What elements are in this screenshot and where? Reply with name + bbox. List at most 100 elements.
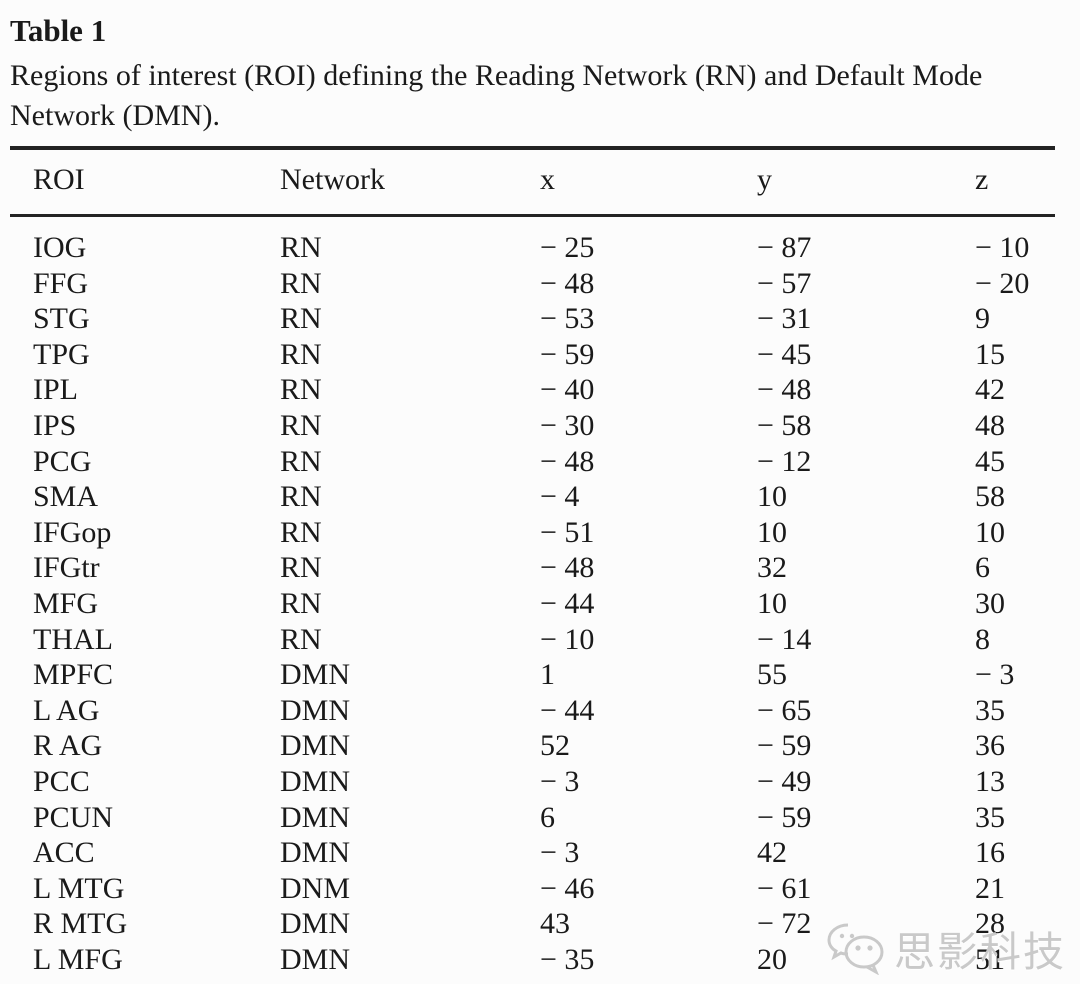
table-cell: DMN	[280, 836, 351, 870]
table-cell: − 4	[540, 480, 580, 514]
table-cell: − 40	[540, 373, 595, 407]
table-cell: IPS	[33, 408, 77, 442]
table-cell: 21	[975, 871, 1005, 905]
table-cell: RN	[280, 231, 322, 264]
column-header-y: y	[757, 163, 772, 196]
table-cell: ACC	[33, 836, 95, 870]
table-cell: 15	[975, 337, 1005, 371]
table-cell: − 30	[540, 408, 595, 442]
table-cell: L MFG	[33, 942, 123, 976]
table-cell: DNM	[280, 871, 351, 905]
table-cell: − 46	[540, 871, 595, 905]
table-cell: 13	[975, 764, 1005, 798]
table-row: THAL RN − 10 − 14 8	[10, 622, 1055, 658]
table-cell: − 20	[975, 266, 1030, 300]
table-cell: RN	[280, 480, 322, 514]
table-cell: STG	[33, 302, 90, 336]
table-cell: 35	[975, 800, 1005, 834]
table-cell: 6	[540, 800, 555, 834]
table-cell: 55	[757, 658, 787, 692]
table-cell: 43	[540, 907, 570, 941]
table-cell: RN	[280, 444, 322, 478]
table-cell: FFG	[33, 266, 89, 300]
table-cell: − 3	[540, 764, 580, 798]
table-cell: IFGtr	[33, 551, 100, 585]
table-row: R AG DMN 52 − 59 36	[10, 728, 1055, 764]
table-row: IOG RN − 25 − 87 − 10	[10, 216, 1055, 266]
table-cell: 35	[975, 693, 1005, 727]
table-cell: RN	[280, 266, 322, 300]
table-cell: MFG	[33, 586, 99, 620]
table-cell: − 3	[975, 658, 1015, 692]
header-row: ROI Network x y z	[10, 148, 1055, 216]
table-cell: TPG	[33, 337, 90, 371]
table-body: IOG RN − 25− 87− 10 FFG RN − 48− 57− 20 STG RN −…	[10, 216, 1055, 978]
table-cell: PCUN	[33, 800, 114, 834]
table-cell: − 44	[540, 586, 595, 620]
table-cell: 32	[757, 551, 787, 585]
table-cell: DMN	[280, 907, 351, 941]
table-cell: − 35	[540, 942, 595, 976]
table-row: L MTG DNM − 46 − 61 21	[10, 871, 1055, 907]
table-cell: 48	[975, 408, 1005, 442]
table-row: IFGop RN − 51 10 10	[10, 515, 1055, 551]
table-cell: RN	[280, 302, 322, 336]
table-cell: L AG	[33, 693, 100, 727]
table-cell: PCG	[33, 444, 92, 478]
column-header-x: x	[540, 163, 555, 196]
column-header-network: Network	[280, 163, 385, 196]
column-header-roi: ROI	[33, 163, 85, 196]
table-cell: 9	[975, 302, 990, 336]
table-cell: RN	[280, 622, 322, 656]
table-cell: IOG	[33, 231, 87, 264]
table-cell: 10	[975, 515, 1005, 549]
table-cell: 36	[975, 729, 1005, 763]
roi-table: ROI Network x y z IOG RN − 25 − 87 − 10 FFG RN…	[10, 146, 1055, 977]
table-cell: − 14	[757, 622, 812, 656]
table-cell: − 59	[540, 337, 595, 371]
table-cell: 16	[975, 836, 1005, 870]
table-cell: − 53	[540, 302, 595, 336]
table-cell: 52	[540, 729, 570, 763]
table-cell: 30	[975, 586, 1005, 620]
table-cell: − 12	[757, 444, 812, 478]
table-cell: IFGop	[33, 515, 112, 549]
table-cell: DMN	[280, 942, 351, 976]
table-row: FFG RN − 48 − 57 − 20	[10, 266, 1055, 302]
table-row: MFG RN − 44 10 30	[10, 586, 1055, 622]
column-header-z: z	[975, 163, 989, 196]
table-row: ACC DMN − 3 42 16	[10, 835, 1055, 871]
table-cell: − 49	[757, 764, 812, 798]
table-cell: 20	[757, 942, 787, 976]
table-cell: 42	[757, 836, 787, 870]
table-row: SMA RN − 4 10 58	[10, 479, 1055, 515]
table-cell: SMA	[33, 480, 99, 514]
table-cell: R MTG	[33, 907, 128, 941]
table-cell: RN	[280, 408, 322, 442]
table-cell: RN	[280, 515, 322, 549]
table-cell: 6	[975, 551, 990, 585]
table-row: TPG RN − 59 − 45 15	[10, 337, 1055, 373]
table-row: MPFC DMN 1 55 − 3	[10, 657, 1055, 693]
table-cell: − 51	[540, 515, 595, 549]
table-cell: − 3	[540, 836, 580, 870]
table-cell: − 57	[757, 266, 812, 300]
table-cell: RN	[280, 373, 322, 407]
table-cell: 58	[975, 480, 1005, 514]
table-row: IPL RN − 40 − 48 42	[10, 372, 1055, 408]
table-cell: − 48	[540, 551, 595, 585]
table-cell: − 44	[540, 693, 595, 727]
table-cell: DMN	[280, 729, 351, 763]
table-cell: − 48	[540, 444, 595, 478]
table-title: Table 1	[10, 13, 107, 48]
table-caption: Regions of interest (ROI) defining the R…	[10, 59, 983, 132]
table-cell: R AG	[33, 729, 103, 763]
table-cell: − 31	[757, 302, 812, 336]
table-cell: 42	[975, 373, 1005, 407]
table-cell: 10	[757, 586, 787, 620]
table-cell: RN	[280, 586, 322, 620]
table-cell: 45	[975, 444, 1005, 478]
table-cell: − 10	[975, 231, 1030, 264]
table-cell: − 87	[757, 231, 812, 264]
table-cell: − 48	[757, 373, 812, 407]
